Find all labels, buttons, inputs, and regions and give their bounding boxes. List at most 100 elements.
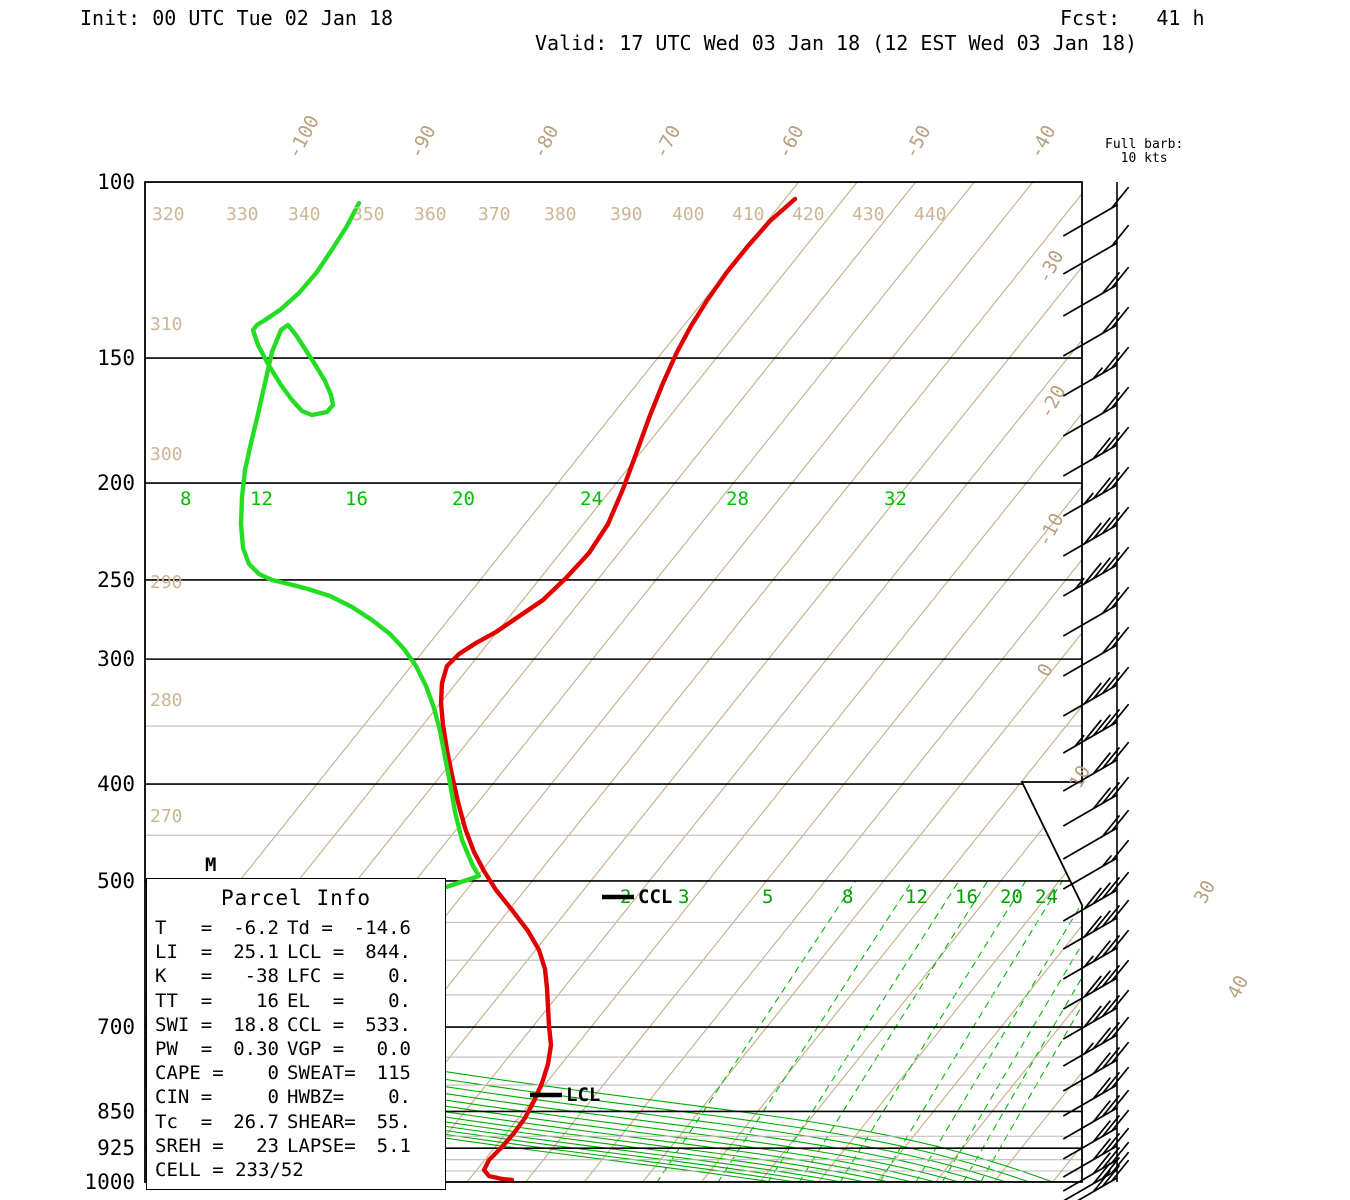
parcel-value: 25.1 (233, 941, 279, 964)
isotherm-line (993, 182, 1082, 1182)
mixing-ratio-line (866, 880, 1063, 1182)
parcel-value: -14.6 (353, 917, 411, 939)
parcel-key: LCL = (287, 941, 345, 964)
pressure-tick-label: 150 (97, 346, 135, 370)
parcel-value: 0. (388, 989, 411, 1012)
temperature-axis-label: -100 (283, 112, 324, 163)
wetbulb-label: 8 (180, 488, 191, 510)
parcel-value: 0 (267, 1062, 279, 1085)
parcel-value: 26.7 (233, 1110, 279, 1133)
temperature-axis-label: -40 (1025, 122, 1061, 163)
wind-barb (1062, 1041, 1130, 1092)
parcel-key: Tc = (155, 1110, 213, 1133)
pressure-tick-label: 925 (97, 1136, 135, 1160)
mixing-ratio-label: 8 (842, 886, 853, 908)
isotherm-line (1170, 182, 1350, 1182)
wind-barb (1062, 666, 1130, 717)
moist-adiabat-line (145, 805, 960, 1182)
wind-barb (1062, 1066, 1130, 1117)
theta-label: 280 (150, 690, 183, 711)
parcel-value: 0.0 (376, 1038, 411, 1061)
parcel-info-row: CAPE = 0 SWEAT= 115 (155, 1061, 445, 1085)
theta-label: 440 (914, 204, 947, 225)
mixing-ratio-line (642, 880, 857, 1182)
parcel-info-row: SREH = 23 LAPSE= 5.1 (155, 1134, 445, 1158)
pressure-tick-label: 700 (97, 1015, 135, 1039)
moist-adiabat-line (145, 815, 936, 1182)
isotherm-line (408, 182, 1082, 1182)
moist-adiabat-line (145, 794, 983, 1182)
parcel-value: 0 (267, 1086, 279, 1109)
parcel-value: 115 (376, 1062, 411, 1085)
wind-barb (1062, 426, 1130, 477)
mixing-ratio-label: 20 (1000, 886, 1023, 908)
pressure-tick-label: 850 (97, 1099, 135, 1123)
parcel-value: 5.1 (376, 1134, 411, 1157)
parcel-info-panel: Parcel Info T = -6.2 Td = -14.6 LI = 25.1 LCL … (146, 878, 446, 1190)
parcel-info-table: T = -6.2 Td = -14.6 LI = 25.1 LCL = 844. K = -38 L… (147, 916, 445, 1182)
isotherm-line (700, 182, 1082, 1182)
mixing-ratio-label: 5 (762, 886, 773, 908)
wetbulb-label: 24 (580, 488, 603, 510)
pressure-tick-label: 300 (97, 647, 135, 671)
parcel-key: PW = (155, 1038, 213, 1061)
pressure-tick-label: 250 (97, 568, 135, 592)
mixing-ratio-label: 12 (905, 886, 928, 908)
mixing-ratio-label: 24 (1035, 886, 1058, 908)
wind-barb (1062, 626, 1130, 677)
wind-barb-legend: Full barb: 10 kts (1105, 137, 1184, 166)
isotherm-line (525, 182, 1082, 1182)
mixing-ratio-line (826, 880, 1027, 1182)
lcl-marker-label: LCL (566, 1084, 600, 1106)
wind-barb (1062, 989, 1130, 1040)
parcel-key: Td = (287, 917, 333, 939)
mixing-ratio-line (785, 880, 989, 1182)
moist-adiabat-line (145, 835, 772, 1182)
theta-label: 400 (672, 204, 705, 225)
moist-adiabat-line (145, 815, 913, 1182)
isotherm-line (466, 182, 1082, 1182)
wind-barb (1062, 871, 1130, 922)
moist-adiabat-line (145, 794, 1007, 1182)
moist-adiabat-line (145, 825, 866, 1182)
parcel-info-row: T = -6.2 Td = -14.6 (155, 916, 445, 940)
wind-barb (1062, 506, 1130, 557)
parcel-key: SWEAT= (287, 1062, 356, 1085)
isotherm-line (583, 182, 1082, 1182)
parcel-key: CIN = (155, 1086, 213, 1109)
mixing-ratio-line (968, 880, 1082, 1182)
theta-label: 350 (352, 204, 385, 225)
isotherm-line (1111, 182, 1350, 1182)
parcel-key: HWBZ= (287, 1086, 345, 1109)
isotherm-line (642, 182, 1082, 1182)
parcel-key: CCL = (287, 1013, 345, 1036)
pressure-tick-label: 100 (97, 170, 135, 194)
moist-adiabat-line (145, 835, 819, 1182)
forecast-hour-label: Fcst: 41 h (1060, 6, 1205, 30)
init-time-label: Init: 00 UTC Tue 02 Jan 18 (80, 6, 394, 30)
isotherm-line (876, 182, 1082, 1182)
temperature-axis-label: -90 (405, 122, 441, 163)
parcel-info-row: PW = 0.30 VGP = 0.0 (155, 1037, 445, 1061)
theta-label: 370 (478, 204, 511, 225)
moist-adiabat-line (145, 835, 796, 1182)
ccl-marker-label: CCL (638, 886, 672, 908)
temperature-axis-label: 30 (1190, 877, 1220, 908)
isotherm-line (818, 182, 1082, 1182)
mixing-ratio-label: 16 (955, 886, 978, 908)
m-marker-label: M (205, 854, 216, 876)
mixing-ratio-label: 3 (678, 886, 689, 908)
isotherm-line (759, 182, 1082, 1182)
parcel-value: 533. (365, 1013, 411, 1036)
pressure-tick-label: 500 (97, 869, 135, 893)
parcel-key: SWI = (155, 1013, 213, 1036)
parcel-cell-row: CELL = 233/52 (155, 1159, 304, 1182)
parcel-key: CAPE = (155, 1062, 224, 1085)
parcel-info-row: Tc = 26.7 SHEAR= 55. (155, 1110, 445, 1134)
mixing-ratio-line (704, 880, 913, 1182)
theta-label: 420 (792, 204, 825, 225)
theta-label: 360 (414, 204, 447, 225)
parcel-key: LAPSE= (287, 1134, 356, 1157)
isotherm-line (349, 182, 1082, 1182)
parcel-key: LI = (155, 941, 213, 964)
